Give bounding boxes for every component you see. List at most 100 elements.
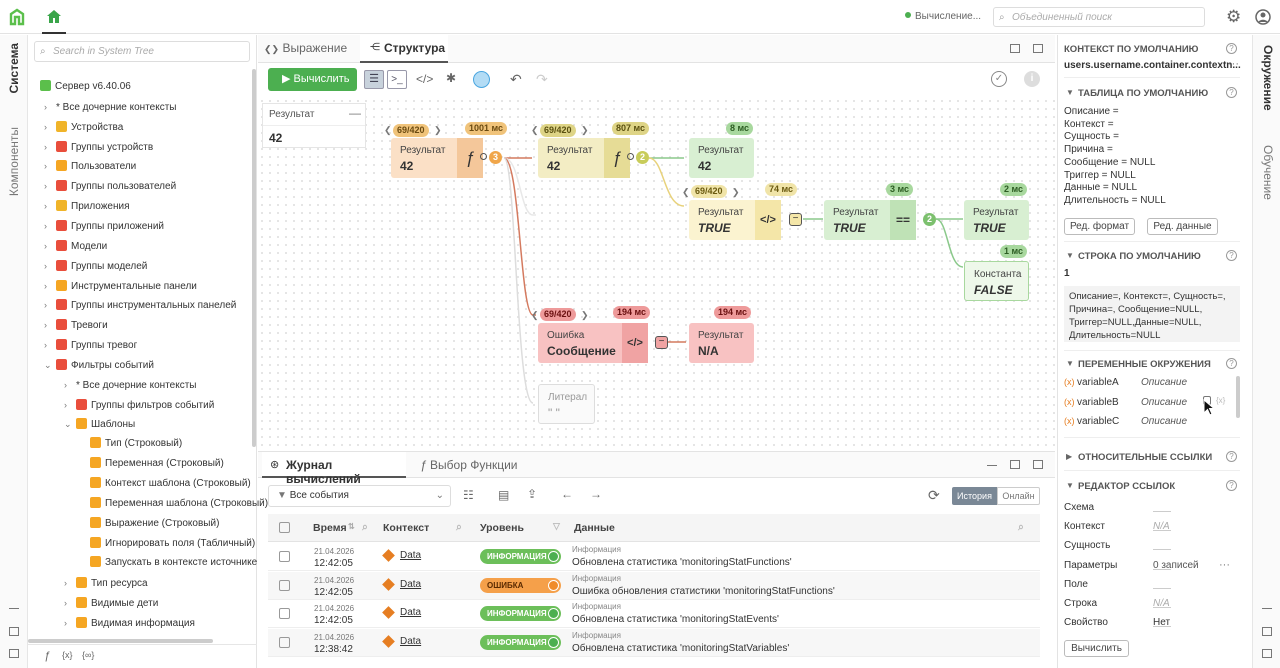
graph-node-result-na[interactable]: Результат N/A xyxy=(689,323,754,363)
log-maximize-icon[interactable] xyxy=(1033,460,1043,469)
default-row-title[interactable]: Строка по умолчанию xyxy=(1078,251,1201,262)
code-icon[interactable]: </> xyxy=(416,72,434,86)
row-checkbox[interactable] xyxy=(279,608,290,619)
gear-icon[interactable]: ⚙ xyxy=(1226,7,1242,26)
graph-node-result-5[interactable]: Результат TRUE == xyxy=(824,200,916,240)
col-time[interactable]: Время xyxy=(313,522,347,534)
ref-editor-row[interactable]: Поле xyxy=(1064,579,1234,595)
prev-arrow-icon[interactable]: ❮ xyxy=(531,125,539,135)
relative-refs-title[interactable]: Относительные ссылки xyxy=(1078,452,1213,463)
tree-item[interactable]: Тип (Строковый) xyxy=(90,435,182,453)
restore-icon[interactable] xyxy=(9,627,19,636)
tree-item[interactable]: › Видимая информация xyxy=(64,614,195,632)
next-arrow-icon[interactable]: ❯ xyxy=(581,310,589,320)
tab-calc-log[interactable]: ⊛ Журнал вычислений xyxy=(262,452,406,486)
rail-tab-components[interactable]: Компоненты xyxy=(7,127,21,199)
tree-item[interactable]: ⌄ Шаблоны xyxy=(64,415,135,433)
console-icon[interactable]: >_ xyxy=(387,70,407,89)
row-context-link[interactable]: Data xyxy=(400,607,422,618)
env-var-row[interactable]: (x) variableC Описание xyxy=(1064,416,1234,432)
chevron-right-icon[interactable]: › xyxy=(44,101,47,112)
log-restore-icon[interactable] xyxy=(1010,460,1020,469)
ref-field-value[interactable]: N/A xyxy=(1153,598,1170,609)
env-var-row[interactable]: (x) variableA Описание xyxy=(1064,377,1234,393)
next-arrow-icon[interactable]: ❯ xyxy=(732,187,740,197)
run-button[interactable]: ▶ Вычислить xyxy=(268,68,357,91)
tree-item[interactable]: › Пользователи xyxy=(44,157,136,175)
help-icon[interactable]: ? xyxy=(1226,87,1237,98)
tree-item[interactable]: Переменная (Строковый) xyxy=(90,455,224,473)
tree-item[interactable]: › * Все дочерние контексты xyxy=(64,376,197,394)
tab-expression[interactable]: ❮❯ Выражение xyxy=(264,41,347,55)
ref-editor-row[interactable]: Свойство Нет xyxy=(1064,617,1234,633)
calculate-button[interactable]: Вычислить xyxy=(1064,640,1129,657)
chevron-right-icon[interactable]: › xyxy=(64,379,67,390)
ref-editor-row[interactable]: Сущность xyxy=(1064,540,1234,556)
user-icon[interactable] xyxy=(1255,9,1271,25)
log-table-row[interactable]: 21.04.2026 12:42:05 Data ОШИБКА Информация Ош… xyxy=(268,571,1040,600)
chevron-right-icon[interactable]: › xyxy=(64,598,67,609)
ref-editor-row[interactable]: Параметры 0 записей xyxy=(1064,560,1234,576)
tree-item[interactable]: › Тревоги xyxy=(44,316,108,334)
graph-node-result-1[interactable]: Результат 42 ƒ xyxy=(391,138,483,178)
log-minimize-icon[interactable] xyxy=(987,465,997,466)
edit-format-button[interactable]: Ред. формат xyxy=(1064,218,1135,235)
tree-item[interactable]: › Группы инструментальных панелей xyxy=(44,296,236,314)
refresh-icon[interactable]: ⟳ xyxy=(928,487,940,503)
tree-scrollbar[interactable] xyxy=(252,69,256,447)
home-icon[interactable] xyxy=(46,9,62,24)
row-context-link[interactable]: Data xyxy=(400,635,422,647)
tree-item[interactable]: ⌄ Фильтры событий xyxy=(44,356,154,374)
row-checkbox[interactable] xyxy=(279,636,290,648)
structure-canvas[interactable] xyxy=(258,97,1055,449)
collapse-icon[interactable]: — xyxy=(349,106,361,120)
edit-data-button[interactable]: Ред. данные xyxy=(1147,218,1218,235)
undo-icon[interactable]: ↶ xyxy=(510,71,522,87)
prev-arrow-icon[interactable]: ❮ xyxy=(682,187,690,197)
tree-item[interactable]: › Группы моделей xyxy=(44,257,147,275)
maximize-icon[interactable] xyxy=(9,649,19,658)
graph-node-result-3[interactable]: Результат 42 xyxy=(689,138,754,178)
tree-item[interactable]: Сервер v6.40.06 xyxy=(40,78,131,96)
tree-item[interactable]: Выражение (Строковый) xyxy=(90,515,219,533)
chevron-right-icon[interactable]: › xyxy=(44,260,47,271)
collapse-node-icon[interactable]: − xyxy=(655,336,668,349)
chevron-right-icon[interactable]: › xyxy=(44,320,47,331)
list-view-icon[interactable]: ☰ xyxy=(364,70,384,89)
graph-node-result-4[interactable]: Результат TRUE </> xyxy=(689,200,781,240)
document-icon[interactable]: ▤ xyxy=(498,488,510,502)
export-icon[interactable]: ⇪ xyxy=(527,487,538,501)
ref-field-value[interactable]: N/A xyxy=(1153,521,1170,533)
more-icon[interactable]: ··· xyxy=(1228,58,1239,70)
tree-item[interactable]: Игнорировать поля (Табличный) xyxy=(90,535,255,553)
row-context-link[interactable]: Data xyxy=(400,578,422,590)
graph-node-literal[interactable]: Литерал " " xyxy=(538,384,595,424)
tree-item[interactable]: › Устройства xyxy=(44,118,123,136)
env-scrollbar[interactable] xyxy=(1236,376,1240,418)
restore-right-icon[interactable] xyxy=(1262,627,1272,636)
tree-item[interactable]: › Тип ресурса xyxy=(64,574,148,592)
ref-field-value[interactable]: Нет xyxy=(1153,617,1171,629)
collapse-node-icon[interactable]: − xyxy=(789,213,802,226)
help-icon[interactable]: ? xyxy=(1226,480,1237,491)
next-arrow-icon[interactable]: ❯ xyxy=(581,125,589,135)
help-icon[interactable]: ? xyxy=(1226,451,1237,462)
next-arrow-icon[interactable]: ❯ xyxy=(434,125,442,135)
chevron-right-icon[interactable]: › xyxy=(44,201,47,212)
default-table-title[interactable]: Таблица по умолчанию xyxy=(1078,88,1209,99)
prev-arrow-icon[interactable]: ❮ xyxy=(384,125,392,135)
chevron-right-icon[interactable]: › xyxy=(64,399,67,410)
env-var-row[interactable]: (x) variableB Описание xyxy=(1064,397,1234,413)
tree-item[interactable]: › * Все дочерние контексты xyxy=(44,98,177,116)
info-icon[interactable]: i xyxy=(1024,71,1040,87)
select-all-checkbox[interactable] xyxy=(279,522,290,533)
chevron-right-icon[interactable]: › xyxy=(44,240,47,251)
redo-icon[interactable]: ↷ xyxy=(536,71,548,87)
tree-item[interactable]: › Группы тревог xyxy=(44,336,137,354)
variable-icon[interactable]: {x} xyxy=(1216,396,1226,405)
chevron-right-icon[interactable]: › xyxy=(44,340,47,351)
default-context-value[interactable]: users.username.container.contextn... xyxy=(1064,60,1241,71)
tree-search-input[interactable]: ⌕ Search in System Tree xyxy=(34,41,250,62)
chevron-right-icon[interactable]: › xyxy=(44,300,47,311)
tree-item[interactable]: › Модели xyxy=(44,237,107,255)
